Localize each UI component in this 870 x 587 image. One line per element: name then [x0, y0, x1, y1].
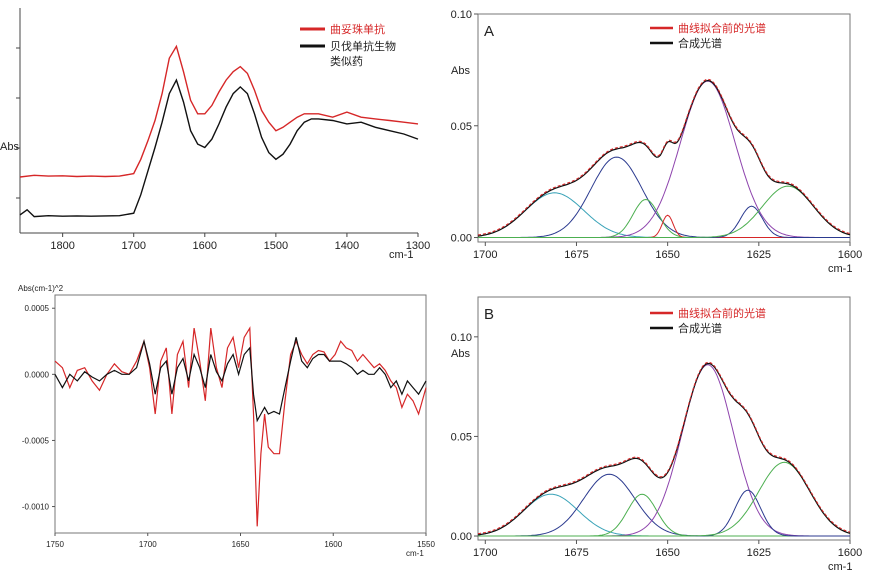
fit-component-4 [478, 80, 850, 238]
x-tick-label: 1800 [50, 240, 74, 252]
legend-label: 合成光谱 [678, 36, 722, 50]
measured-spectrum [477, 361, 851, 535]
x-tick-label: 1675 [564, 547, 588, 559]
y-axis-label: Abs [0, 141, 19, 153]
y-axis-label: Abs [451, 65, 470, 77]
x-tick-label: 1600 [324, 540, 342, 549]
plot-frame [54, 294, 427, 534]
series-line-0 [19, 44, 419, 178]
x-tick-label: 1700 [473, 547, 497, 559]
measured-spectrum [477, 78, 851, 236]
panel-bottom-left: 1750 1700 1650 1600 1550 0.0005 0.0000 -0.0005 -… [18, 284, 435, 558]
y-tick-label: 0.10 [451, 332, 472, 344]
legend-label-line: 贝伐单抗生物 [330, 39, 396, 53]
synthetic-spectrum [477, 79, 851, 237]
x-tick-label: 1500 [264, 240, 288, 252]
x-tick-label: 1750 [46, 540, 64, 549]
x-tick-label: 1600 [838, 547, 862, 559]
y-tick-label: 0.0000 [25, 370, 50, 379]
series-line-1 [19, 78, 419, 218]
plot-frame [477, 296, 851, 541]
fit-component-5 [478, 461, 851, 537]
x-tick-label: 1675 [564, 249, 588, 261]
y-tick-label: -0.0010 [22, 503, 50, 512]
y-tick-label: 0.00 [451, 531, 472, 543]
fit-component-0 [477, 192, 850, 238]
y-tick-label: 0.10 [451, 9, 472, 21]
fit-component-2 [478, 198, 850, 238]
panel-top-right: 1700 1675 1650 1625 1600 0.00 0.05 0.10 Abs cm-1 A… [451, 9, 863, 275]
legend-label: 曲妥珠单抗 [330, 22, 385, 36]
y-axis-label: Abs(cm-1)^2 [18, 284, 64, 293]
x-tick-label: 1650 [655, 249, 679, 261]
x-tick-label: 1625 [747, 547, 771, 559]
fit-component-5 [478, 205, 850, 238]
fit-component-1 [478, 156, 850, 238]
fit-component-6 [478, 185, 851, 238]
y-tick-label: 0.05 [451, 431, 472, 443]
x-axis-label: cm-1 [406, 549, 424, 558]
x-axis-label: cm-1 [389, 249, 413, 261]
x-tick-label: 1550 [417, 540, 435, 549]
panel-title: A [484, 23, 494, 40]
y-tick-label: -0.0005 [22, 436, 50, 445]
legend-label: 曲线拟合前的光谱 [678, 306, 766, 320]
x-axis-label: cm-1 [828, 263, 852, 275]
legend-label: 曲线拟合前的光谱 [678, 21, 766, 35]
y-tick-label: 0.00 [451, 233, 472, 245]
y-axis-label: Abs [451, 348, 470, 360]
fit-component-1 [478, 473, 850, 537]
plot-frame [477, 13, 851, 243]
legend-label-line: 类似药 [330, 54, 363, 68]
y-tick-label: 0.05 [451, 121, 472, 133]
x-tick-label: 1700 [473, 249, 497, 261]
x-tick-label: 1600 [193, 240, 217, 252]
y-tick-label: 0.0005 [25, 304, 50, 313]
series-line-0 [54, 326, 427, 527]
synthetic-spectrum [477, 362, 851, 536]
panel-bottom-right: 1700 1675 1650 1625 1600 0.00 0.05 0.10 Abs cm-1 B… [451, 296, 862, 573]
x-tick-label: 1700 [139, 540, 157, 549]
x-tick-label: 1625 [747, 249, 771, 261]
legend-label: 贝伐单抗生物类似药 [330, 39, 396, 68]
x-tick-label: 1650 [232, 540, 250, 549]
fit-component-3 [478, 364, 850, 537]
panel-title: B [484, 306, 494, 323]
series-line-1 [54, 337, 427, 423]
panel-top-left: 1800 1700 1600 1500 1400 1300 Abs cm-1 曲妥珠单抗贝伐单抗… [0, 8, 430, 261]
x-tick-label: 1650 [655, 547, 679, 559]
x-tick-label: 1300 [406, 240, 430, 252]
legend-label: 合成光谱 [678, 321, 722, 335]
x-tick-label: 1400 [335, 240, 359, 252]
fit-component-3 [478, 214, 850, 238]
x-tick-label: 1700 [121, 240, 145, 252]
x-tick-label: 1600 [838, 249, 862, 261]
x-axis-label: cm-1 [828, 561, 852, 573]
